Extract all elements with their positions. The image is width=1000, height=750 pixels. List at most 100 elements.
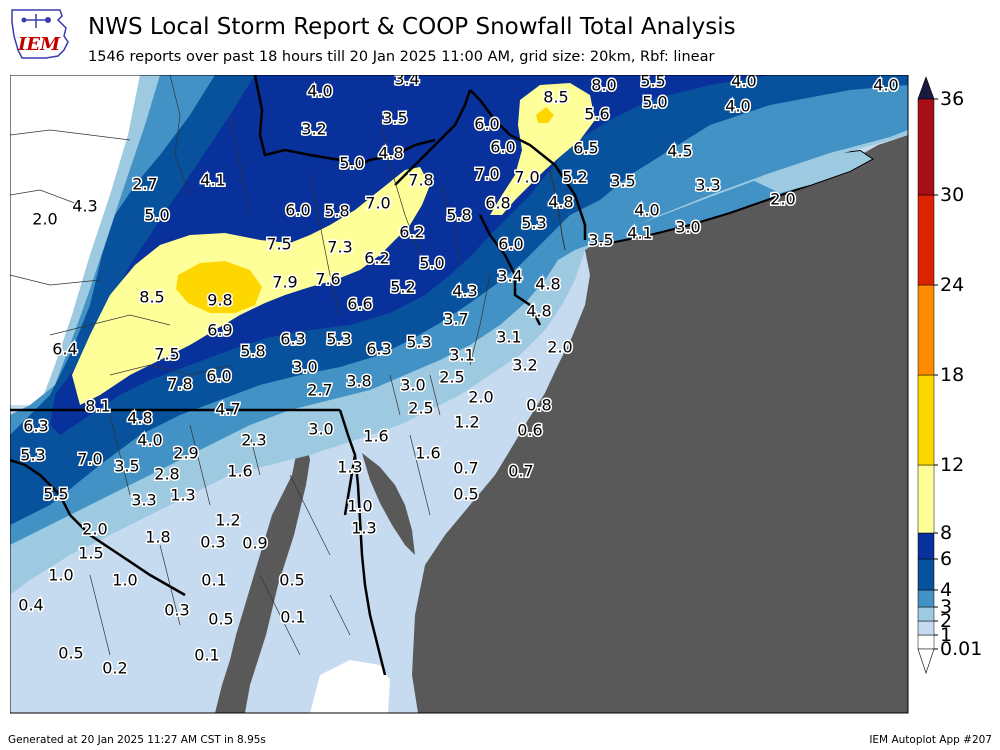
snowfall-value-label: 3.5 xyxy=(114,457,139,476)
snowfall-value-label: 1.5 xyxy=(78,544,103,563)
snowfall-value-label: 5.8 xyxy=(240,342,265,361)
snowfall-value-label: 0.5 xyxy=(279,571,304,590)
snowfall-value-label: 0.6 xyxy=(517,421,542,440)
colorbar-segment xyxy=(917,589,935,608)
autoplot-app-id: IEM Autoplot App #207 xyxy=(869,734,992,746)
colorbar-segment xyxy=(917,634,935,650)
snowfall-value-label: 0.3 xyxy=(200,533,225,552)
snowfall-value-label: 2.9 xyxy=(173,444,198,463)
snowfall-value-label: 4.5 xyxy=(667,142,692,161)
snowfall-value-label: 7.0 xyxy=(77,450,102,469)
snowfall-value-label: 4.8 xyxy=(548,193,573,212)
snowfall-value-labels: 4.0 3.4 8.0 5.5 4.0 4.0 8.5 5.0 4.0 5.6 3.5 3.2 6.0 6… xyxy=(17,75,900,679)
snowfall-value-label: 3.3 xyxy=(131,491,156,510)
snowfall-value-label: 1.0 xyxy=(112,571,137,590)
snowfall-value-label: 4.0 xyxy=(725,97,750,116)
snowfall-value-label: 2.3 xyxy=(241,431,266,450)
colorbar-tick-label: 4 xyxy=(940,579,952,601)
colorbar-tick-label: 1 xyxy=(940,624,952,646)
chesapeake-bay xyxy=(215,435,310,713)
no-data-west xyxy=(10,75,140,405)
snowfall-value-label: 3.4 xyxy=(394,75,419,89)
colorbar-tick-label: 8 xyxy=(940,522,952,544)
snowfall-value-label: 4.3 xyxy=(452,282,477,301)
snowfall-value-label: 1.8 xyxy=(145,528,170,547)
snowfall-value-label: 2.0 xyxy=(468,388,493,407)
snowfall-value-label: 3.2 xyxy=(512,356,537,375)
colorbar-top-arrow xyxy=(917,76,935,100)
snowfall-value-label: 6.2 xyxy=(399,223,424,242)
snowfall-value-label: 7.6 xyxy=(315,270,340,289)
snowfall-value-label: 6.2 xyxy=(364,249,389,268)
snowfall-value-label: 3.5 xyxy=(382,109,407,128)
snowfall-value-label: 2.0 xyxy=(547,338,572,357)
colorbar-segment xyxy=(917,464,935,534)
snowfall-value-label: 7.0 xyxy=(474,165,499,184)
snowfall-value-label: 2.8 xyxy=(154,465,179,484)
snowfall-value-label: 3.5 xyxy=(588,231,613,250)
snowfall-value-label: 3.4 xyxy=(497,267,522,286)
snowfall-value-label: 2.0 xyxy=(32,210,57,229)
snowfall-value-label: 5.6 xyxy=(584,105,609,124)
snowfall-value-label: 5.3 xyxy=(326,330,351,349)
snowfall-value-label: 9.8 xyxy=(207,291,232,310)
snowfall-value-label: 4.8 xyxy=(535,275,560,294)
snowfall-value-label: 2.0 xyxy=(82,520,107,539)
snowfall-value-label: 0.9 xyxy=(242,534,267,553)
generated-timestamp: Generated at 20 Jan 2025 11:27 AM CST in… xyxy=(8,734,266,746)
snowfall-value-label: 1.6 xyxy=(415,444,440,463)
snowfall-value-label: 0.5 xyxy=(208,610,233,629)
snowfall-value-label: 0.7 xyxy=(508,462,533,481)
snowfall-value-label: 1.6 xyxy=(363,427,388,446)
snowfall-value-label: 7.0 xyxy=(514,168,539,187)
colorbar-tick-label: 24 xyxy=(940,274,964,296)
snowfall-value-label: 3.3 xyxy=(695,176,720,195)
snowfall-value-label: 1.3 xyxy=(337,458,362,477)
snowfall-value-label: 7.8 xyxy=(167,375,192,394)
snowfall-value-label: 6.3 xyxy=(23,417,48,436)
snowfall-value-label: 7.8 xyxy=(408,171,433,190)
band-12-18-north xyxy=(536,107,554,123)
atlantic-ocean xyxy=(412,135,908,713)
colorbar-tick-label: 30 xyxy=(940,184,964,206)
snowfall-value-label: 0.1 xyxy=(280,608,305,627)
snowfall-value-label: 3.1 xyxy=(496,328,521,347)
page-title: NWS Local Storm Report & COOP Snowfall T… xyxy=(88,14,736,40)
snowfall-value-label: 3.7 xyxy=(443,310,468,329)
hudson-river xyxy=(549,169,566,251)
snowfall-value-label: 1.6 xyxy=(227,462,252,481)
snowfall-value-label: 7.9 xyxy=(272,273,297,292)
snowfall-value-label: 4.1 xyxy=(200,171,225,190)
snowfall-value-label: 3.0 xyxy=(308,420,333,439)
snowfall-value-label: 8.5 xyxy=(139,288,164,307)
snowfall-value-label: 4.0 xyxy=(873,76,898,95)
colorbar-tick-label: 12 xyxy=(940,454,964,476)
snowfall-value-label: 3.0 xyxy=(292,358,317,377)
snowfall-value-label: 4.0 xyxy=(137,431,162,450)
snowfall-value-label: 4.8 xyxy=(526,302,551,321)
snowfall-value-label: 5.2 xyxy=(562,168,587,187)
snowfall-value-label: 4.3 xyxy=(72,197,97,216)
snowfall-value-label: 1.0 xyxy=(347,497,372,516)
snowfall-value-label: 5.2 xyxy=(390,278,415,297)
snowfall-value-label: 6.3 xyxy=(280,330,305,349)
snowfall-value-label: 1.2 xyxy=(215,511,240,530)
snowfall-value-label: 4.0 xyxy=(634,201,659,220)
snowfall-value-label: 6.0 xyxy=(490,138,515,157)
snowfall-value-label: 5.0 xyxy=(144,206,169,225)
snowfall-value-label: 5.5 xyxy=(640,75,665,91)
snowfall-value-label: 1.0 xyxy=(48,566,73,585)
snowfall-value-label: 1.3 xyxy=(351,519,376,538)
snowfall-value-label: 6.0 xyxy=(474,115,499,134)
band-12-18 xyxy=(176,261,262,313)
snowfall-value-label: 3.0 xyxy=(675,218,700,237)
snowfall-value-label: 2.7 xyxy=(132,175,157,194)
colorbar-segment xyxy=(917,284,935,376)
snowfall-value-label: 3.1 xyxy=(449,346,474,365)
snowfall-value-label: 2.7 xyxy=(307,381,332,400)
snowfall-value-label: 0.7 xyxy=(453,459,478,478)
snowfall-value-label: 4.0 xyxy=(307,82,332,101)
map-frame xyxy=(10,75,909,714)
colorbar-tick-label: 2 xyxy=(940,610,952,632)
